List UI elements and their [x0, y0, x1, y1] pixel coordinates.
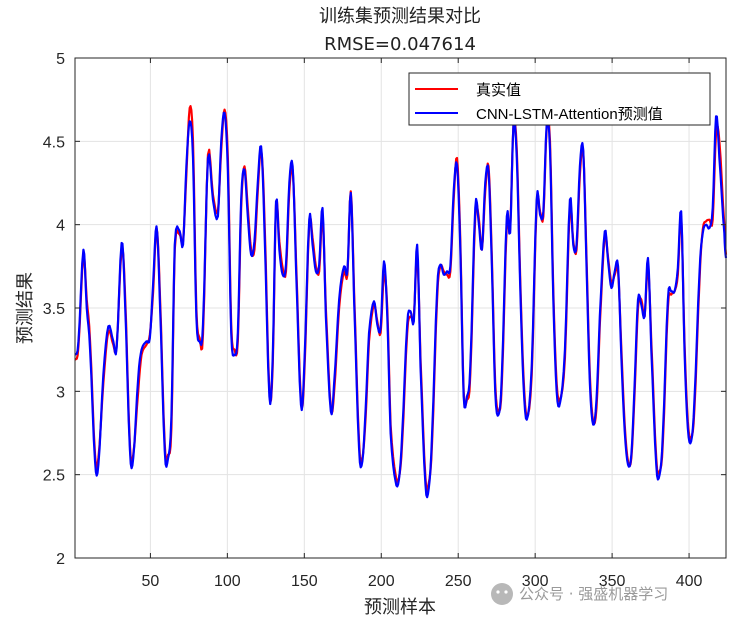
chart-title: 训练集预测结果对比 [319, 6, 481, 27]
x-tick-label: 250 [445, 573, 472, 590]
watermark-text: 公众号 · 强盛机器学习 [519, 585, 668, 603]
x-tick-label: 50 [142, 573, 160, 590]
y-axis-label: 预测结果 [15, 272, 36, 344]
x-tick-label: 300 [522, 573, 549, 590]
y-tick-label: 4.5 [43, 134, 65, 151]
y-tick-label: 5 [56, 51, 65, 68]
series-prediction-line [74, 111, 728, 499]
legend-box [408, 72, 711, 126]
y-tick-label: 3.5 [43, 301, 65, 318]
x-tick-label: 350 [599, 573, 626, 590]
series-layer [74, 105, 728, 499]
y-tick-label: 2 [56, 551, 65, 568]
x-axis-label: 预测样本 [364, 597, 436, 618]
y-tick-label: 4 [56, 218, 65, 235]
grid-lines [75, 58, 726, 558]
x-tick-label: 150 [291, 573, 318, 590]
x-tick-label: 100 [214, 573, 241, 590]
wechat-icon-eye-right [504, 590, 508, 594]
y-tick-label: 3 [56, 384, 65, 401]
legend-label-true-value: 真实值 [476, 81, 521, 99]
watermark: 公众号 · 强盛机器学习 [491, 583, 668, 605]
wechat-icon-eye-left [496, 590, 500, 594]
y-tick-label: 2.5 [43, 468, 65, 485]
legend: 真实值 CNN-LSTM-Attention预测值 [408, 72, 711, 126]
x-tick-label: 200 [368, 573, 395, 590]
chart-subtitle: RMSE=0.047614 [324, 34, 476, 55]
x-tick-label: 400 [676, 573, 703, 590]
axis-ticks: 50 100 150 200 250 300 350 400 2 2.5 3 3.5 4 4.5 5 [43, 51, 726, 590]
legend-label-prediction: CNN-LSTM-Attention预测值 [476, 106, 663, 123]
wechat-icon [491, 583, 513, 605]
